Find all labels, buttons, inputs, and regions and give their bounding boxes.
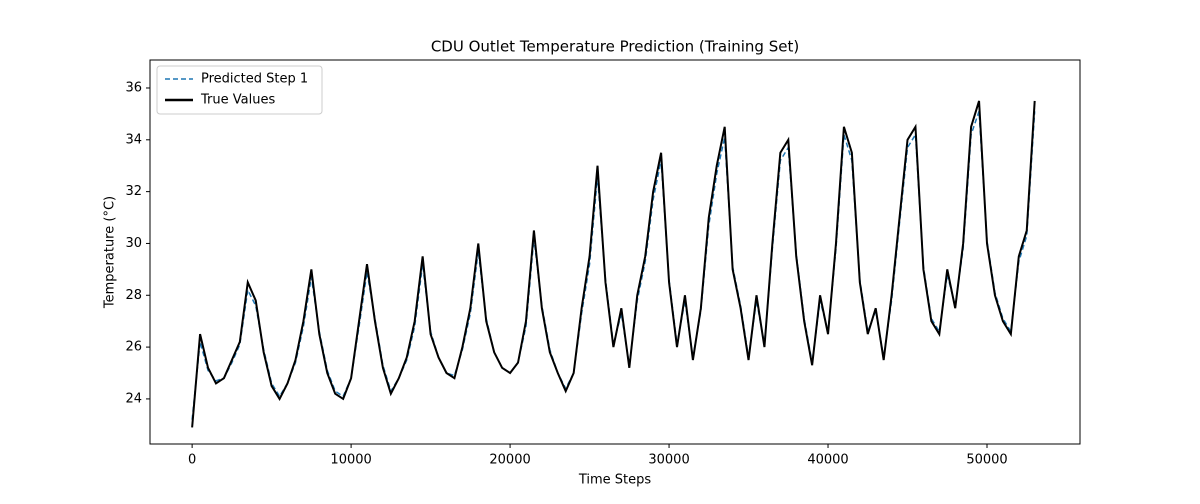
x-tick-label: 10000	[330, 453, 371, 468]
y-tick-label: 32	[125, 184, 142, 199]
series-line	[191, 100, 1036, 428]
legend-box	[156, 65, 323, 115]
y-tick-label: 30	[125, 236, 142, 251]
x-tick-label: 50000	[966, 453, 1007, 468]
legend: Predicted Step 1 True Values	[156, 65, 323, 115]
x-tick-label: 0	[188, 453, 196, 468]
series-line	[191, 111, 1036, 420]
x-tick-label: 20000	[489, 453, 530, 468]
plot-frame	[149, 59, 1081, 445]
y-tick-label: 36	[125, 80, 142, 95]
y-axis-label: Temperature (°C)	[103, 196, 118, 309]
legend-label: True Values	[200, 93, 275, 108]
x-axis-label: Time Steps	[578, 473, 652, 488]
legend-label: Predicted Step 1	[201, 72, 308, 87]
chart-title: CDU Outlet Temperature Prediction (Train…	[431, 38, 799, 56]
y-tick-label: 26	[125, 340, 142, 355]
x-tick-label: 30000	[648, 453, 689, 468]
y-tick-label: 34	[125, 132, 142, 147]
y-tick-label: 24	[125, 391, 142, 406]
y-tick-label: 28	[125, 288, 142, 303]
x-tick-label: 40000	[807, 453, 848, 468]
